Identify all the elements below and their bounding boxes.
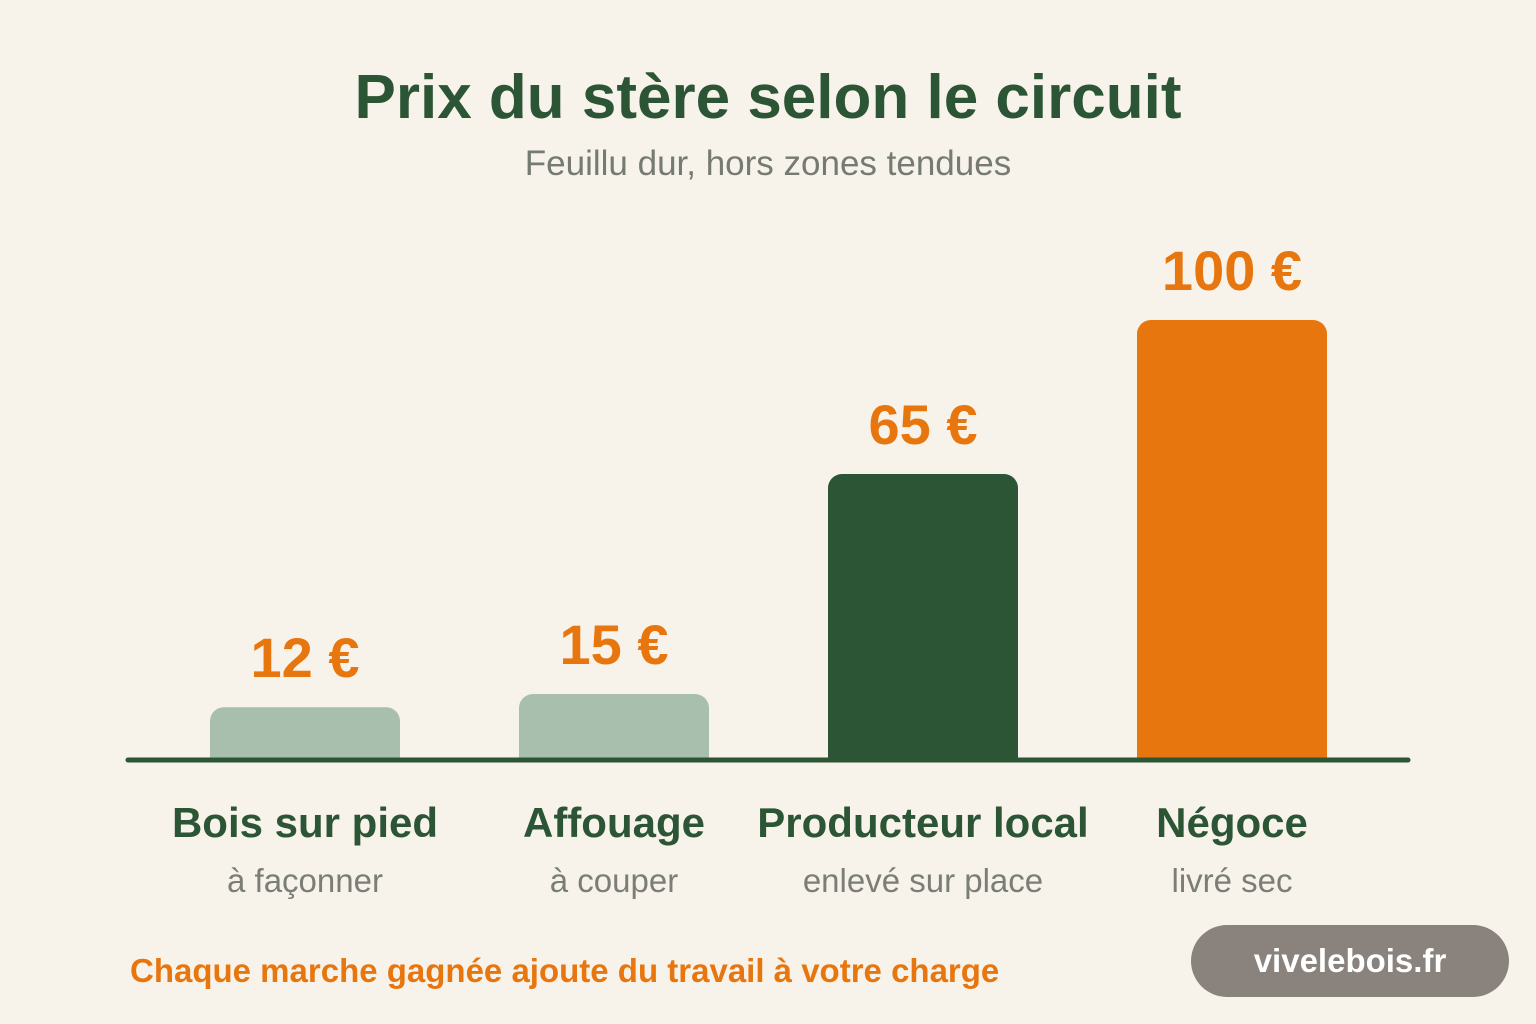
- category-label-negoce: Négoce: [1156, 799, 1308, 846]
- category-label-bois-sur-pied: Bois sur pied: [172, 799, 438, 846]
- labels-layer: 12 € Bois sur pied à façonner 15 € Affouage à…: [172, 239, 1308, 899]
- bar-negoce: [1137, 320, 1327, 774]
- value-label-producteur-local: 65 €: [869, 393, 978, 456]
- bar-producteur-local: [828, 474, 1018, 774]
- value-label-bois-sur-pied: 12 €: [251, 626, 360, 689]
- category-sublabel-bois-sur-pied: à façonner: [227, 862, 383, 899]
- category-sublabel-negoce: livré sec: [1171, 862, 1292, 899]
- category-label-producteur-local: Producteur local: [757, 799, 1088, 846]
- baseline-mask: [0, 762, 1536, 792]
- value-label-affouage: 15 €: [560, 613, 669, 676]
- brand-badge[interactable]: vivelebois.fr: [1191, 925, 1509, 997]
- chart-title: Prix du stère selon le circuit: [354, 63, 1182, 132]
- chart-subtitle: Feuillu dur, hors zones tendues: [524, 144, 1012, 183]
- value-label-negoce: 100 €: [1162, 239, 1302, 302]
- category-sublabel-affouage: à couper: [550, 862, 678, 899]
- footnote: Chaque marche gagnée ajoute du travail à…: [130, 952, 1000, 989]
- bar-affouage: [519, 694, 709, 774]
- bar-bois-sur-pied: [210, 707, 400, 774]
- category-sublabel-producteur-local: enlevé sur place: [803, 862, 1043, 899]
- bars-layer: [0, 320, 1536, 792]
- category-label-affouage: Affouage: [523, 799, 705, 846]
